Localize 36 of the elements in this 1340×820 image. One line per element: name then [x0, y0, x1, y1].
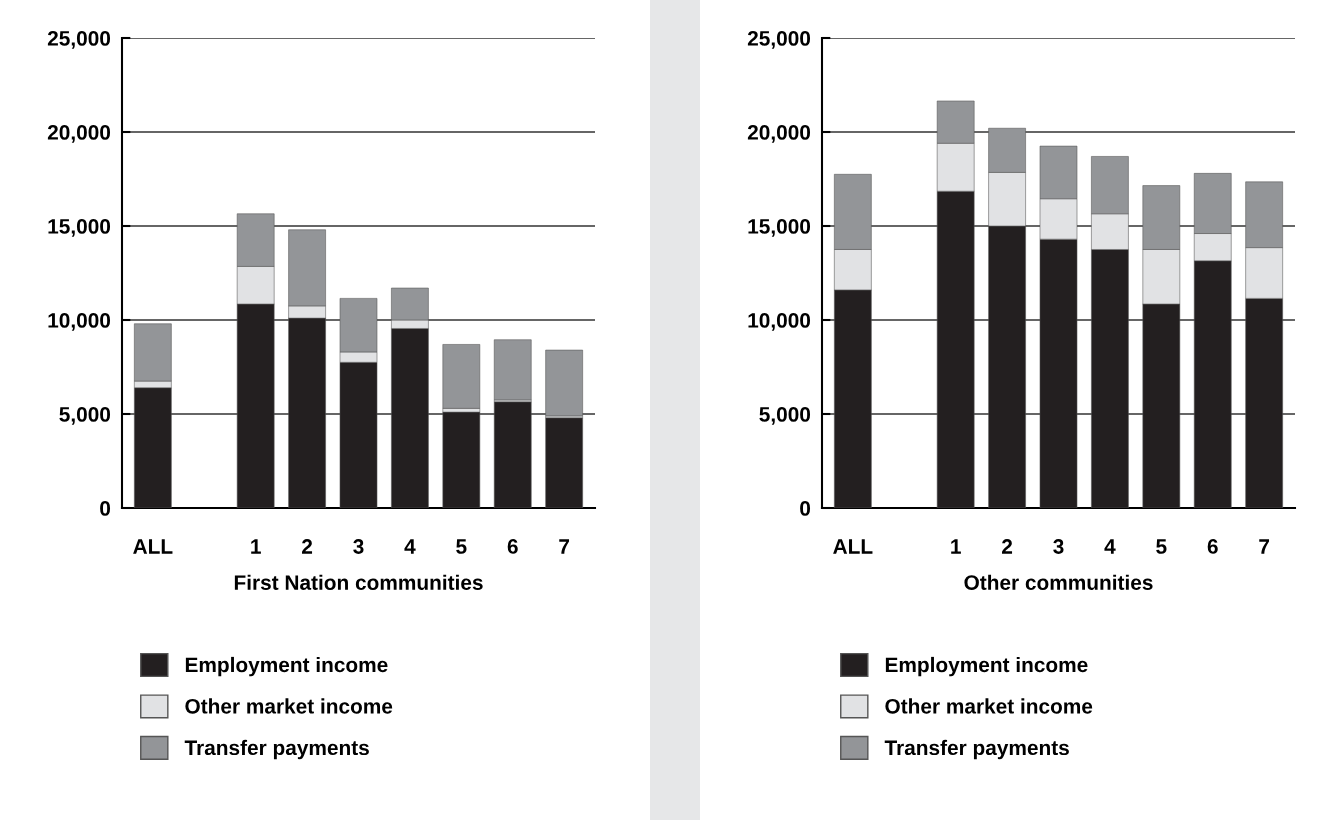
- y-tick-label: 20,000: [47, 125, 111, 143]
- x-tick-label: ALL: [133, 539, 173, 554]
- x-tick-label: 3: [353, 539, 364, 554]
- y-tick-label: 25,000: [47, 31, 111, 49]
- x-tick-label: 6: [507, 539, 518, 554]
- x-tick-label: 2: [1002, 539, 1013, 554]
- x-tick-label: 3: [1053, 539, 1064, 554]
- x-tick-label: 5: [1156, 539, 1167, 554]
- y-tick-label: 10,000: [48, 313, 111, 331]
- y-tick-label: 0: [800, 501, 811, 516]
- legend-label: Other market income: [185, 698, 393, 714]
- y-tick-label: 20,000: [747, 125, 811, 143]
- x-tick-label: ALL: [833, 539, 873, 554]
- legend-label: Transfer payments: [884, 739, 1069, 760]
- x-axis-title: Other communities: [964, 574, 1153, 590]
- x-tick-label: 7: [559, 539, 570, 554]
- x-tick-label: 6: [1207, 539, 1218, 554]
- x-tick-label: 1: [951, 539, 961, 554]
- x-tick-label: 1: [251, 539, 261, 554]
- legend-label: Employment income: [185, 656, 388, 677]
- y-tick-label: 10,000: [748, 313, 811, 331]
- y-tick-label: 0: [100, 501, 111, 516]
- x-tick-label: 4: [1104, 539, 1116, 554]
- legend-label: Employment income: [885, 656, 1088, 677]
- y-tick-label: 15,000: [748, 219, 811, 237]
- x-tick-label: 4: [404, 539, 416, 554]
- y-tick-label: 25,000: [747, 31, 811, 49]
- y-tick-label: 5,000: [759, 407, 811, 425]
- legend-label: Other market income: [885, 698, 1093, 714]
- y-tick-label: 15,000: [48, 219, 111, 237]
- x-tick-label: 2: [302, 539, 313, 554]
- y-tick-label: 5,000: [59, 407, 111, 425]
- x-tick-label: 5: [456, 539, 467, 554]
- legend-label: Transfer payments: [184, 739, 369, 760]
- x-tick-label: 7: [1259, 539, 1270, 554]
- x-axis-title: First Nation communities: [234, 574, 483, 590]
